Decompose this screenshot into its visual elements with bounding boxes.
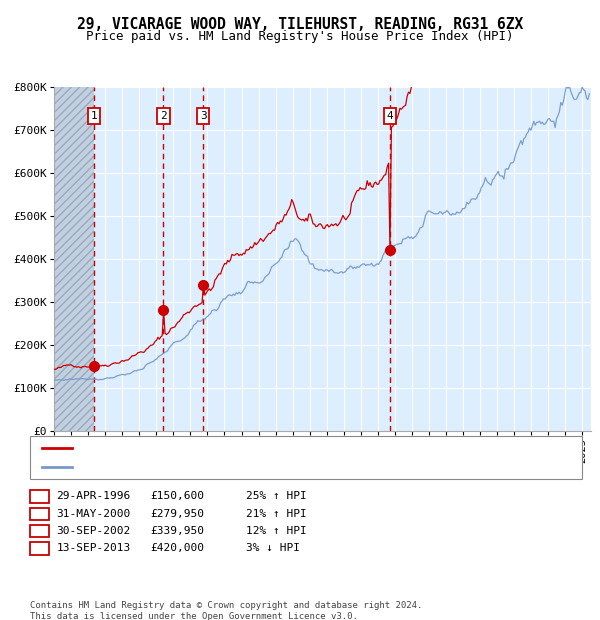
Text: 29, VICARAGE WOOD WAY, TILEHURST, READING, RG31 6ZX (detached house): 29, VICARAGE WOOD WAY, TILEHURST, READIN… [75, 443, 483, 453]
Bar [54, 87, 94, 431]
Text: 30-SEP-2002: 30-SEP-2002 [56, 526, 131, 536]
Text: Contains HM Land Registry data © Crown copyright and database right 2024.
This d: Contains HM Land Registry data © Crown c… [30, 601, 422, 620]
Text: 25% ↑ HPI: 25% ↑ HPI [246, 492, 307, 502]
Text: £150,600: £150,600 [150, 492, 204, 502]
Text: 3: 3 [200, 111, 206, 121]
Text: 3: 3 [36, 526, 43, 536]
Text: £420,000: £420,000 [150, 544, 204, 554]
Text: HPI: Average price, detached house, West Berkshire: HPI: Average price, detached house, West… [75, 463, 375, 472]
Text: 4: 4 [36, 544, 43, 554]
Text: 21% ↑ HPI: 21% ↑ HPI [246, 509, 307, 519]
Text: 1: 1 [36, 492, 43, 502]
Text: Price paid vs. HM Land Registry's House Price Index (HPI): Price paid vs. HM Land Registry's House … [86, 30, 514, 43]
Text: £339,950: £339,950 [150, 526, 204, 536]
Text: 2: 2 [36, 509, 43, 519]
Text: 29-APR-1996: 29-APR-1996 [56, 492, 131, 502]
Text: 13-SEP-2013: 13-SEP-2013 [56, 544, 131, 554]
Text: 4: 4 [386, 111, 394, 121]
Text: 2: 2 [160, 111, 167, 121]
Text: 31-MAY-2000: 31-MAY-2000 [56, 509, 131, 519]
Text: 12% ↑ HPI: 12% ↑ HPI [246, 526, 307, 536]
Text: £279,950: £279,950 [150, 509, 204, 519]
Text: 1: 1 [91, 111, 97, 121]
Text: 29, VICARAGE WOOD WAY, TILEHURST, READING, RG31 6ZX: 29, VICARAGE WOOD WAY, TILEHURST, READIN… [77, 17, 523, 32]
Text: 3% ↓ HPI: 3% ↓ HPI [246, 544, 300, 554]
